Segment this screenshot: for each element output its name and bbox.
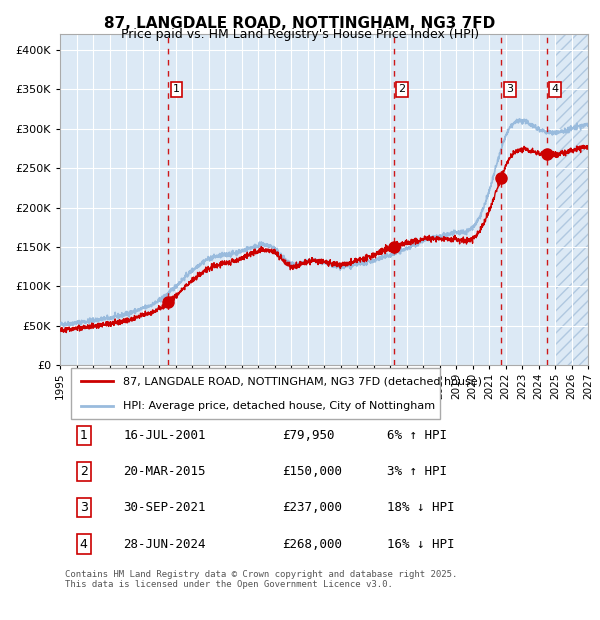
Text: £237,000: £237,000 xyxy=(282,502,342,515)
Text: £150,000: £150,000 xyxy=(282,465,342,478)
Text: 30-SEP-2021: 30-SEP-2021 xyxy=(124,502,206,515)
Text: 1: 1 xyxy=(173,84,180,94)
Text: 4: 4 xyxy=(80,538,88,551)
Text: HPI: Average price, detached house, City of Nottingham: HPI: Average price, detached house, City… xyxy=(124,401,436,411)
Text: 87, LANGDALE ROAD, NOTTINGHAM, NG3 7FD: 87, LANGDALE ROAD, NOTTINGHAM, NG3 7FD xyxy=(104,16,496,30)
Text: 1: 1 xyxy=(80,429,88,442)
Text: Price paid vs. HM Land Registry's House Price Index (HPI): Price paid vs. HM Land Registry's House … xyxy=(121,28,479,41)
Text: 16-JUL-2001: 16-JUL-2001 xyxy=(124,429,206,442)
Text: 4: 4 xyxy=(551,84,559,94)
Text: 87, LANGDALE ROAD, NOTTINGHAM, NG3 7FD (detached house): 87, LANGDALE ROAD, NOTTINGHAM, NG3 7FD (… xyxy=(124,376,482,386)
Text: 2: 2 xyxy=(398,84,406,94)
FancyBboxPatch shape xyxy=(71,368,440,420)
Text: 20-MAR-2015: 20-MAR-2015 xyxy=(124,465,206,478)
Text: Contains HM Land Registry data © Crown copyright and database right 2025.
This d: Contains HM Land Registry data © Crown c… xyxy=(65,570,458,589)
Text: 2: 2 xyxy=(80,465,88,478)
Text: 16% ↓ HPI: 16% ↓ HPI xyxy=(388,538,455,551)
Text: £79,950: £79,950 xyxy=(282,429,334,442)
Text: 3: 3 xyxy=(506,84,514,94)
Text: 18% ↓ HPI: 18% ↓ HPI xyxy=(388,502,455,515)
Text: £268,000: £268,000 xyxy=(282,538,342,551)
Bar xyxy=(555,34,588,365)
Text: 3: 3 xyxy=(80,502,88,515)
Text: 6% ↑ HPI: 6% ↑ HPI xyxy=(388,429,448,442)
Text: 3% ↑ HPI: 3% ↑ HPI xyxy=(388,465,448,478)
Text: 28-JUN-2024: 28-JUN-2024 xyxy=(124,538,206,551)
